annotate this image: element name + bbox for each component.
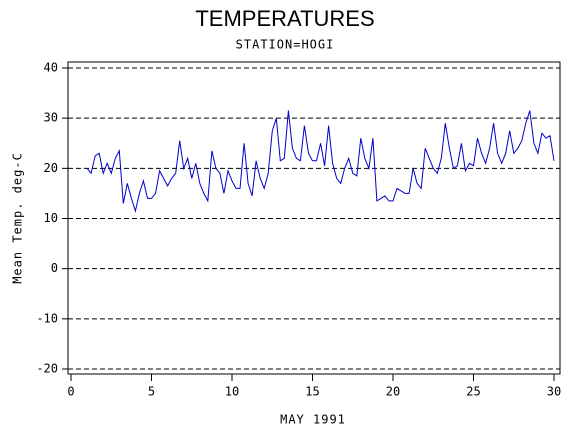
y-axis-label: Mean Temp. deg-C bbox=[11, 152, 25, 284]
x-axis-label: MAY 1991 bbox=[280, 413, 346, 427]
y-tick-label: 30 bbox=[44, 111, 58, 125]
y-tick-label: 40 bbox=[44, 61, 58, 75]
y-tick-label: -10 bbox=[36, 311, 58, 325]
x-tick-label: 30 bbox=[547, 385, 561, 399]
y-tick-label: -20 bbox=[36, 362, 58, 376]
x-tick-label: 0 bbox=[67, 385, 74, 399]
x-tick-label: 10 bbox=[225, 385, 239, 399]
y-tick-label: 20 bbox=[44, 161, 58, 175]
x-tick-label: 15 bbox=[305, 385, 319, 399]
y-tick-label: 0 bbox=[51, 261, 58, 275]
x-tick-label: 20 bbox=[386, 385, 400, 399]
chart-subtitle: STATION=HOGI bbox=[236, 38, 335, 52]
x-tick-label: 5 bbox=[148, 385, 155, 399]
chart-title: TEMPERATURES bbox=[195, 6, 374, 31]
y-tick-label: 10 bbox=[44, 211, 58, 225]
x-tick-label: 25 bbox=[466, 385, 480, 399]
data-line bbox=[86, 110, 555, 213]
